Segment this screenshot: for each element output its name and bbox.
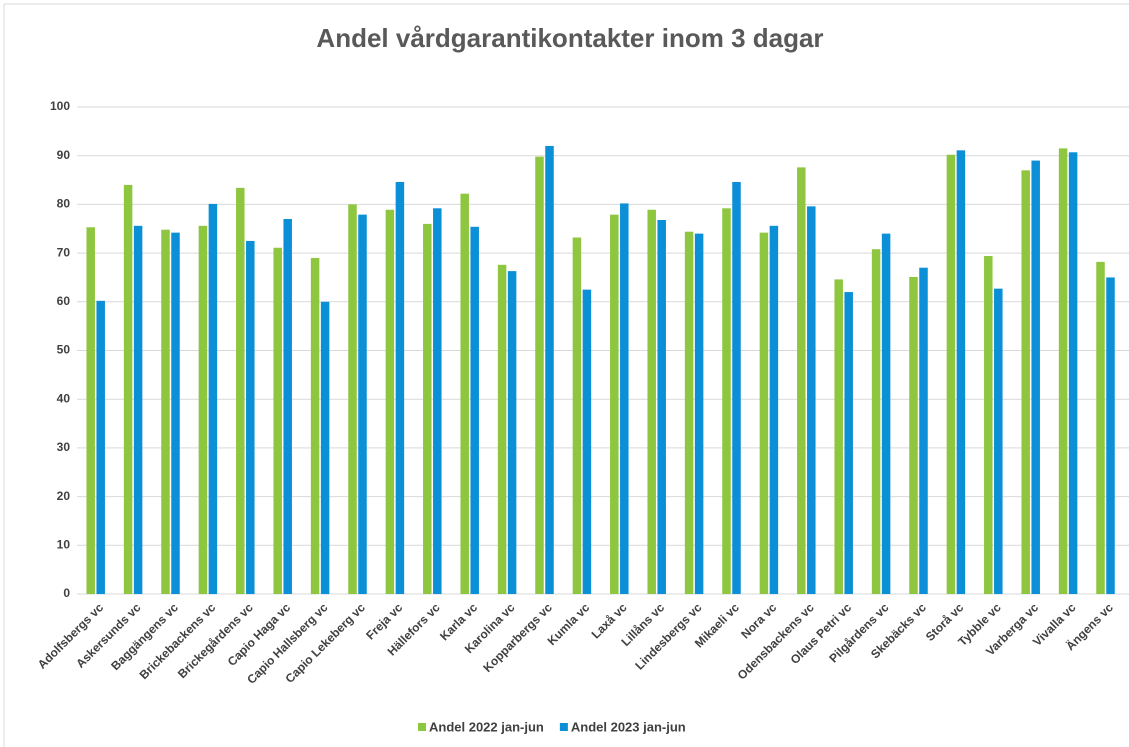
legend-swatch — [559, 723, 568, 731]
bar — [358, 214, 367, 594]
y-tick-label: 90 — [57, 148, 71, 162]
bar — [96, 300, 105, 594]
bar — [545, 145, 554, 594]
bar — [834, 279, 843, 594]
bar — [881, 233, 891, 594]
bar — [385, 209, 395, 594]
bar — [171, 232, 180, 594]
bar — [208, 203, 218, 594]
bar — [871, 249, 881, 595]
bar — [844, 292, 853, 594]
bar — [647, 209, 656, 594]
bar — [133, 225, 143, 594]
x-tick-label: Askersunds vc — [73, 600, 144, 671]
bar — [807, 206, 816, 594]
bar — [582, 289, 592, 594]
bar — [657, 219, 666, 594]
bar — [460, 193, 469, 594]
bar — [236, 187, 245, 595]
bar — [246, 240, 255, 595]
bar — [769, 225, 779, 594]
y-tick-label: 80 — [57, 197, 71, 211]
bar — [507, 271, 517, 594]
y-tick-label: 20 — [57, 489, 71, 503]
bar — [1096, 261, 1105, 594]
bar — [283, 219, 292, 594]
bar — [470, 226, 479, 594]
bar — [535, 156, 544, 594]
x-tick-label: Adolfsbergs vc — [35, 600, 106, 671]
y-tick-label: 50 — [57, 343, 71, 357]
bar — [946, 154, 956, 594]
bar — [198, 225, 208, 594]
x-tick-label: Baggängens vc — [108, 600, 181, 673]
bar — [610, 214, 619, 594]
chart-title: Andel vårdgarantikontakter inom 3 dagar — [316, 23, 823, 53]
y-tick-label: 100 — [50, 99, 70, 113]
x-tick-label: Lindesbergs vc — [632, 600, 704, 672]
bar — [310, 257, 320, 594]
bar — [86, 227, 95, 594]
bar — [759, 232, 769, 594]
legend-label: Andel 2023 jan-jun — [571, 719, 686, 734]
bar — [1031, 160, 1040, 594]
legend-swatch — [418, 723, 426, 731]
y-tick-label: 70 — [57, 245, 71, 259]
bar — [797, 167, 806, 594]
bar — [161, 229, 170, 594]
y-tick-label: 0 — [63, 586, 70, 600]
bar — [395, 181, 405, 595]
bar — [694, 233, 704, 594]
bar — [348, 204, 357, 594]
bar — [1068, 152, 1078, 594]
y-tick-label: 40 — [57, 391, 71, 405]
bar — [1106, 277, 1115, 594]
bar — [722, 208, 731, 594]
bar — [984, 256, 993, 594]
legend-label: Andel 2022 jan-jun — [429, 719, 544, 734]
y-tick-label: 60 — [57, 294, 71, 308]
bar — [273, 247, 282, 595]
bar — [423, 223, 432, 594]
bar — [684, 231, 694, 594]
bar — [497, 264, 507, 594]
bar — [732, 181, 741, 595]
bar — [909, 276, 918, 594]
y-tick-label: 30 — [57, 440, 71, 454]
bar — [1021, 170, 1030, 594]
bar — [123, 184, 133, 595]
bar — [620, 203, 629, 594]
bar — [433, 208, 442, 594]
bar — [1058, 148, 1068, 594]
bar — [994, 288, 1003, 594]
y-tick-label: 10 — [57, 537, 71, 551]
bar — [919, 267, 928, 594]
bar — [572, 237, 582, 595]
bar — [956, 150, 966, 594]
bar — [320, 301, 330, 594]
chart-frame — [3, 3, 1129, 747]
